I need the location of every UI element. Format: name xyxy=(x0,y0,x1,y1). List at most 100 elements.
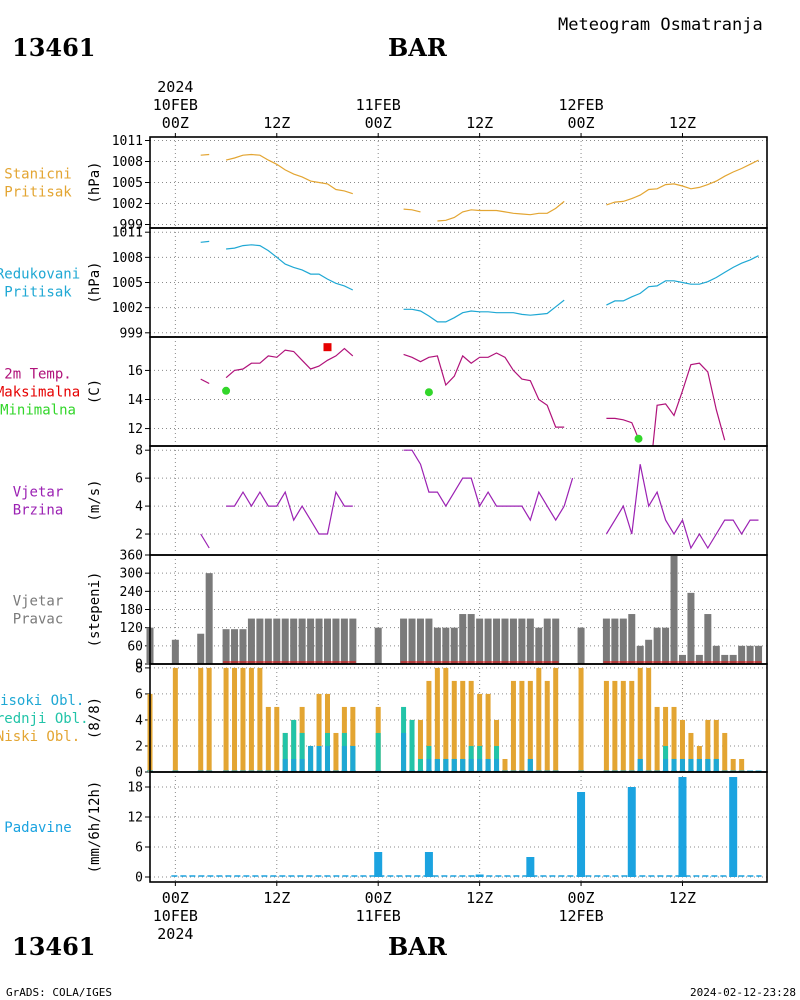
y-tick-label: 1005 xyxy=(112,276,143,291)
wind-direction-bar xyxy=(501,618,509,664)
wind-direction-bar xyxy=(493,618,501,664)
high-cloud-bar xyxy=(485,758,491,772)
high-cloud-bar xyxy=(443,758,449,772)
wind-direction-bar xyxy=(704,614,712,664)
panel-wind_speed: 2 4 6 8 (m/s) Vjetar Brzina xyxy=(13,444,768,556)
x-tick-label-bottom: 00Z xyxy=(162,889,189,907)
low-cloud-bar xyxy=(679,719,685,772)
wind-direction-bar xyxy=(476,618,484,664)
wind-direction-bar xyxy=(290,618,298,664)
series-line xyxy=(200,153,210,156)
low-cloud-bar xyxy=(417,719,423,772)
y-tick-label: 0 xyxy=(135,871,143,886)
low-cloud-bar xyxy=(553,667,559,772)
panel-legend-label: Stanicni xyxy=(4,167,71,183)
x-year-label-bottom: 2024 xyxy=(157,925,193,943)
mid-cloud-bar xyxy=(417,758,423,772)
wind-direction-bar xyxy=(577,627,585,664)
high-cloud-bar xyxy=(324,745,330,772)
wind-direction-bar xyxy=(400,618,408,664)
wind-direction-bar xyxy=(467,614,475,664)
y-tick-label: 1005 xyxy=(112,176,143,191)
panel-reduced_pressure: 999 1002 1005 1008 1011 (hPa) Redukovani Pritis… xyxy=(0,226,768,341)
low-cloud-bar xyxy=(629,680,635,772)
wind-direction-bar xyxy=(281,618,289,664)
y-tick-label: 999 xyxy=(120,326,143,341)
wind-direction-bar xyxy=(315,618,323,664)
station-name-top: BAR xyxy=(388,33,448,62)
y-axis-label: (8/8) xyxy=(87,697,103,739)
low-cloud-bar xyxy=(713,719,719,772)
x-date-label-top: 10FEB xyxy=(153,96,198,114)
wind-direction-bar xyxy=(619,618,627,664)
precip-bar xyxy=(374,852,383,877)
low-cloud-bar xyxy=(434,667,440,772)
x-tick-label-bottom: 00Z xyxy=(365,889,392,907)
series-line xyxy=(226,244,354,291)
x-tick-label-top: 12Z xyxy=(466,114,493,132)
wind-direction-bar xyxy=(729,654,737,664)
wind-direction-bar xyxy=(205,573,213,664)
high-cloud-bar xyxy=(451,758,457,772)
wind-direction-bar xyxy=(602,618,610,664)
x-tick-label-bottom: 12Z xyxy=(466,889,493,907)
low-cloud-bar xyxy=(739,758,745,772)
precip-bar xyxy=(526,857,535,877)
y-axis-label: (C) xyxy=(87,379,103,404)
wind-direction-bar xyxy=(687,592,695,664)
wind-direction-bar xyxy=(721,654,729,664)
low-cloud-bar xyxy=(646,667,652,772)
high-cloud-bar xyxy=(688,758,694,772)
low-cloud-bar xyxy=(468,680,474,772)
wind-direction-bar xyxy=(222,629,230,664)
high-cloud-bar xyxy=(637,758,643,772)
series-line xyxy=(606,255,759,306)
y-tick-label: 180 xyxy=(120,603,143,618)
precip-bar xyxy=(627,787,636,877)
series-line xyxy=(605,464,759,550)
series-line xyxy=(652,362,726,447)
y-tick-label: 18 xyxy=(127,781,143,796)
footer-software: GrADS: COLA/IGES xyxy=(6,986,112,999)
x-tick-label-bottom: 12Z xyxy=(263,889,290,907)
wind-direction-bar xyxy=(645,639,653,664)
y-tick-label: 360 xyxy=(120,549,143,564)
low-cloud-bar xyxy=(722,732,728,772)
low-cloud-bar xyxy=(460,680,466,772)
high-cloud-bar xyxy=(494,758,500,772)
y-axis-label: (m/s) xyxy=(87,479,103,521)
y-tick-label: 2 xyxy=(135,528,143,543)
wind-direction-bar xyxy=(459,614,467,664)
min-temp-marker xyxy=(222,386,231,395)
series-line xyxy=(200,378,210,385)
y-tick-label: 6 xyxy=(135,841,143,856)
y-tick-label: 16 xyxy=(127,364,143,379)
low-cloud-bar xyxy=(198,667,204,772)
panel-legend-label: Brzina xyxy=(13,503,64,519)
series-line xyxy=(563,477,574,507)
series-line xyxy=(200,240,210,243)
y-tick-label: 1002 xyxy=(112,301,143,316)
high-cloud-bar xyxy=(477,758,483,772)
mid-cloud-bar xyxy=(409,719,415,772)
high-cloud-bar xyxy=(696,758,702,772)
low-cloud-bar xyxy=(265,706,271,772)
wind-direction-bar xyxy=(256,618,264,664)
low-cloud-bar xyxy=(443,667,449,772)
low-cloud-bar xyxy=(451,680,457,772)
wind-direction-bar xyxy=(408,618,416,664)
low-cloud-bar xyxy=(654,706,660,772)
y-tick-label: 1011 xyxy=(112,134,143,149)
wind-direction-bar xyxy=(628,614,636,664)
panel-legend-label: Pritisak xyxy=(4,285,72,301)
y-tick-label: 1011 xyxy=(112,226,143,241)
max-temp-marker xyxy=(323,343,332,352)
low-cloud-bar xyxy=(206,667,212,772)
low-cloud-bar xyxy=(688,732,694,772)
y-tick-label: 60 xyxy=(127,639,143,654)
panel-legend-label: Srednji Obl. xyxy=(0,711,89,727)
high-cloud-bar xyxy=(341,745,347,772)
wind-direction-bar xyxy=(349,618,357,664)
panel-clouds: 0 2 4 6 8 (8/8)Visoki Obl. Srednji Obl. Niski O… xyxy=(0,661,768,781)
